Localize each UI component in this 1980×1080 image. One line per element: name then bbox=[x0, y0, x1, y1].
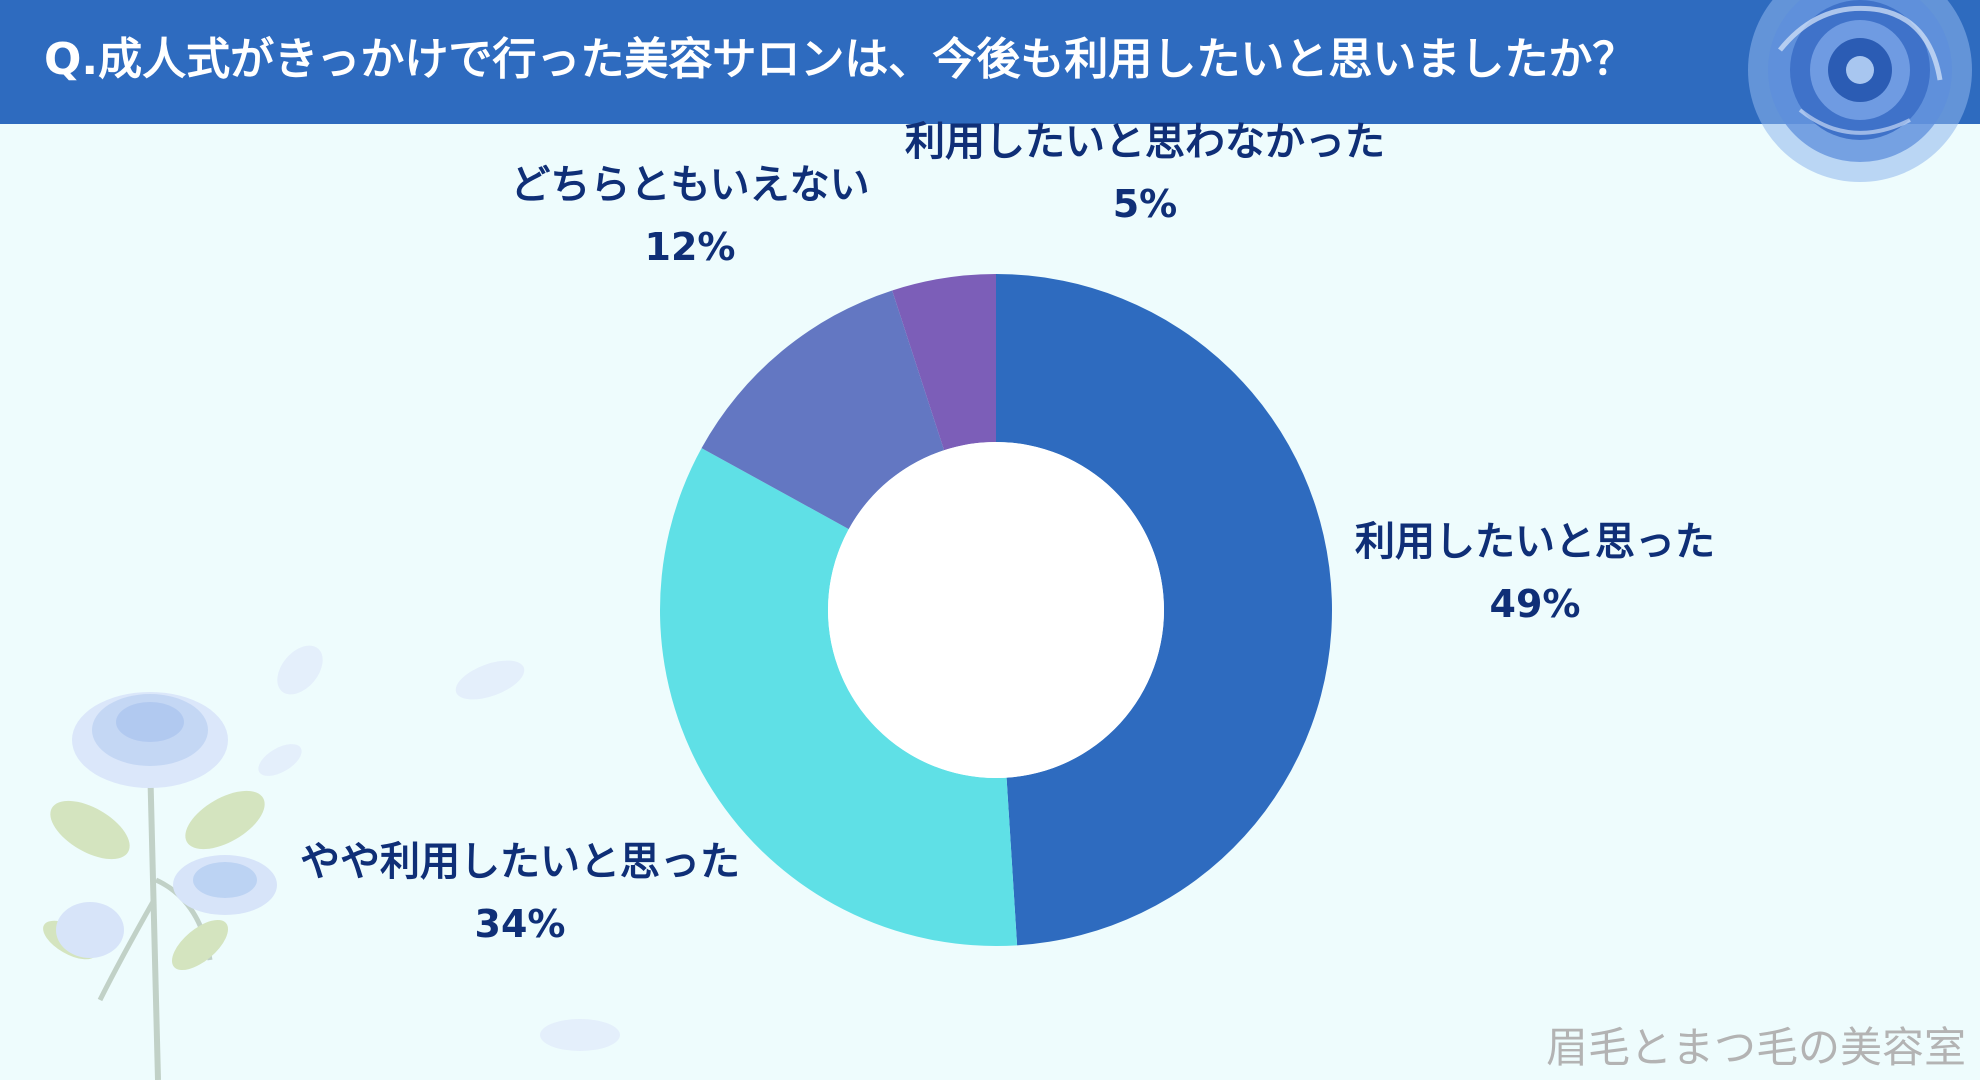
slice-yes-label: 利用したいと思った bbox=[1355, 519, 1715, 565]
slice-neutral-label: どちらともいえない bbox=[510, 162, 869, 208]
slice-yes bbox=[996, 274, 1333, 946]
donut-hole bbox=[828, 442, 1164, 778]
title-bar: Q.成人式がきっかけで行った美容サロンは、今後も利用したいと思いましたか？ bbox=[0, 0, 1980, 124]
slice-somewhat-yes-value: 34% bbox=[475, 902, 566, 946]
slice-somewhat-yes bbox=[659, 448, 1018, 946]
slice-no-value: 5% bbox=[1113, 182, 1178, 226]
page-title: Q.成人式がきっかけで行った美容サロンは、今後も利用したいと思いましたか？ bbox=[44, 34, 1637, 85]
blue-rose-branch-icon bbox=[43, 645, 620, 1080]
slice-neutral bbox=[701, 290, 945, 530]
watermark: 眉毛とまつ毛の美容室 bbox=[1545, 1023, 1966, 1072]
slice-no-label: 利用したいと思わなかった bbox=[905, 119, 1385, 165]
donut-slices bbox=[659, 274, 1333, 946]
slice-yes-value: 49% bbox=[1490, 582, 1581, 626]
slice-somewhat-yes-label: やや利用したいと思った bbox=[300, 839, 740, 885]
slice-no bbox=[892, 274, 996, 451]
blue-rose-icon bbox=[1748, 0, 1972, 182]
donut-labels: 利用したいと思った 49% やや利用したいと思った 34% どちらともいえない 12% 利用… bbox=[300, 119, 1715, 946]
slice-neutral-value: 12% bbox=[645, 225, 736, 269]
